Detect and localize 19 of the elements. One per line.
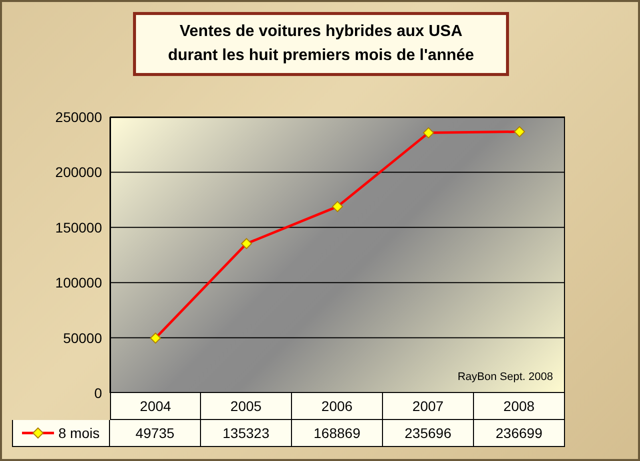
data-label: 49735	[110, 420, 201, 447]
y-tick-label: 250000	[55, 108, 102, 125]
data-label: 235696	[383, 420, 474, 447]
x-tick-label: 2004	[110, 393, 201, 420]
y-tick-label: 0	[94, 384, 102, 401]
x-tick-label: 2006	[292, 393, 383, 420]
y-tick-label: 150000	[55, 219, 102, 236]
y-tick-label: 100000	[55, 274, 102, 291]
data-label: 135323	[201, 420, 292, 447]
y-tick-label: 50000	[63, 330, 102, 346]
annotation: RayBon Sept. 2008	[458, 371, 553, 383]
x-tick-label: 2008	[474, 393, 565, 420]
data-label: 236699	[474, 420, 565, 447]
y-tick-label: 200000	[55, 164, 102, 180]
x-tick-label: 2007	[383, 393, 474, 420]
x-tick-label: 2005	[201, 393, 292, 420]
chart-title: Ventes de voitures hybrides aux USA durant les huit premiers mois de l'année	[168, 22, 474, 66]
data-label: 168869	[292, 420, 383, 447]
legend-label: 8 mois	[58, 425, 100, 441]
